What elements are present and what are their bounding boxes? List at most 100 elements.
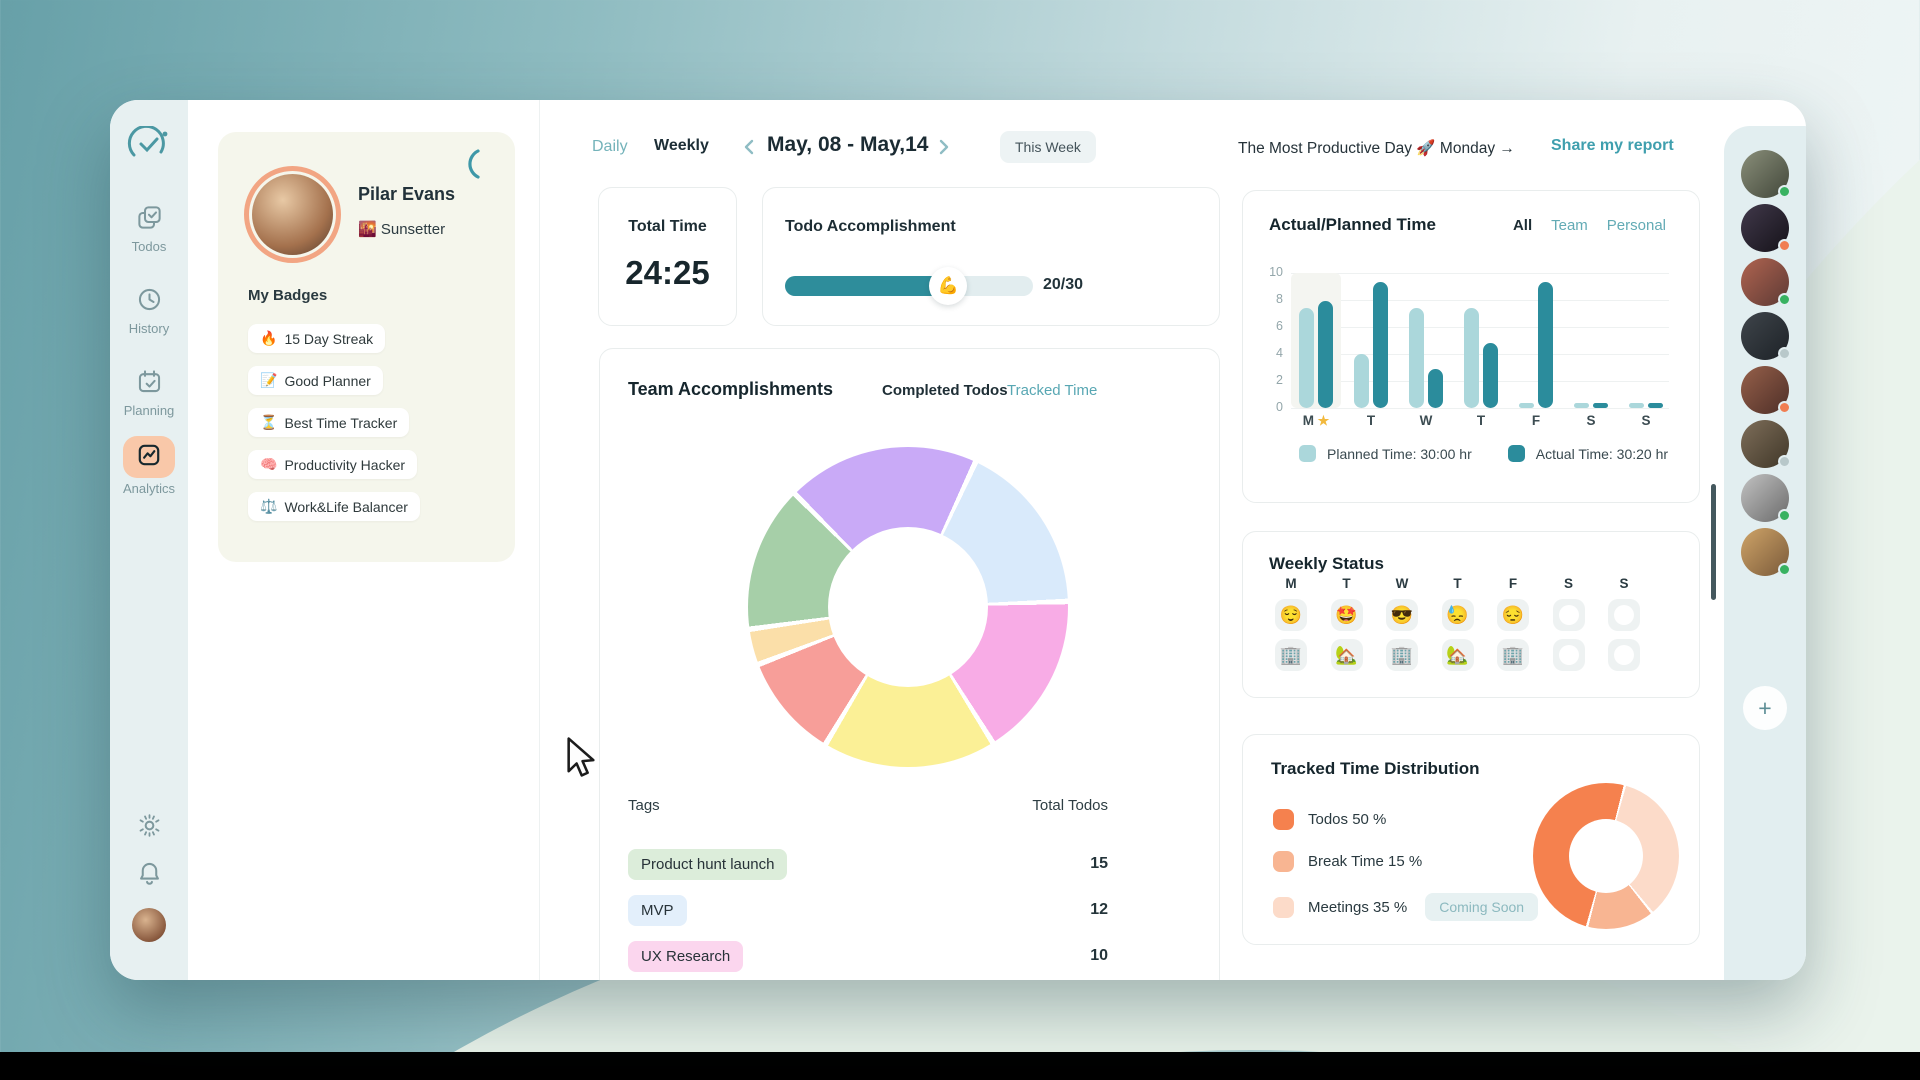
team-member-avatar[interactable] xyxy=(1741,150,1791,198)
team-member-avatar[interactable] xyxy=(1741,420,1791,468)
most-productive-day: The Most Productive Day 🚀 Monday → xyxy=(1238,140,1515,157)
avatar xyxy=(132,908,166,942)
tag-pill: Product hunt launch xyxy=(628,848,788,880)
gauge-logo-icon[interactable] xyxy=(127,124,171,165)
actual-planned-title: Actual/Planned Time xyxy=(1269,215,1436,234)
achievement-badge: 🧠 Productivity Hacker xyxy=(248,450,418,479)
gridline xyxy=(1291,381,1669,382)
badges-heading: My Badges xyxy=(248,287,328,304)
coming-soon-badge: Coming Soon xyxy=(1425,893,1539,921)
x-axis-tick: T xyxy=(1476,413,1486,428)
avatar-progress-ring xyxy=(244,166,341,263)
add-member-button[interactable]: + xyxy=(1743,686,1787,730)
actual-planned-card: Actual/Planned Time All Team Personal 0 2 4 6… xyxy=(1242,190,1700,503)
mood-emoji-tile: 😎 xyxy=(1386,599,1418,631)
scrollbar-thumb[interactable] xyxy=(1711,484,1716,600)
location-emoji-tile: 🏢 xyxy=(1497,639,1529,671)
bar-group xyxy=(1511,273,1561,408)
total-time-card: Total Time 24:25 xyxy=(598,187,737,326)
sidebar-item-label: History xyxy=(128,321,170,336)
team-member-avatar[interactable] xyxy=(1741,528,1791,576)
location-emoji-tile: 🏢 xyxy=(1386,639,1418,671)
tag-pill: UX Research xyxy=(628,940,744,972)
notifications-button[interactable] xyxy=(110,860,188,892)
star-icon: ★ xyxy=(1313,413,1330,428)
gridline xyxy=(1291,354,1669,355)
bar-group xyxy=(1456,273,1506,408)
chevron-left-icon[interactable] xyxy=(742,138,756,161)
history-icon xyxy=(136,286,163,313)
tab-completed-todos[interactable]: Completed Todos xyxy=(882,382,1008,399)
x-axis-tick: T xyxy=(1366,413,1376,428)
y-axis-tick: 4 xyxy=(1276,346,1283,360)
todo-accomplishment-label: Todo Accomplishment xyxy=(785,218,956,235)
badge-icon: ⚖️ xyxy=(260,498,278,514)
tracked-legend-item: Meetings 35 % Coming Soon xyxy=(1273,893,1539,921)
sidebar-item-history[interactable]: History xyxy=(110,286,188,336)
bar-actual xyxy=(1648,402,1663,408)
day-label: T xyxy=(1453,576,1462,591)
y-axis-tick: 2 xyxy=(1276,373,1283,387)
tab-daily[interactable]: Daily xyxy=(592,138,628,155)
crescent-moon-icon[interactable] xyxy=(462,148,484,185)
weekly-day-column: S xyxy=(1545,576,1593,671)
badge-list: 🔥 15 Day Streak 📝 Good Planner ⏳ Best Time Tr… xyxy=(248,324,420,521)
tracked-time-legend: Todos 50 % Break Time 15 % Meetings 35 % Co… xyxy=(1273,809,1539,921)
tag-total-value: 12 xyxy=(1090,901,1108,918)
total-time-label: Total Time xyxy=(628,218,707,235)
y-axis-tick: 6 xyxy=(1276,319,1283,333)
sidebar-item-label: Todos xyxy=(131,239,167,254)
app-window: Todos History Planning xyxy=(110,100,1806,980)
chevron-right-icon[interactable] xyxy=(937,138,951,161)
sunset-icon: 🌇 xyxy=(358,221,377,238)
sidebar-item-planning[interactable]: Planning xyxy=(110,368,188,418)
sidebar-item-label: Planning xyxy=(123,403,175,418)
table-row: UX Research 10 xyxy=(628,933,1108,979)
nav-user-avatar[interactable] xyxy=(110,908,188,947)
badge-icon: 🧠 xyxy=(260,456,278,472)
profile-role-badge: 🌇 Sunsetter xyxy=(358,221,446,238)
location-emoji-tile xyxy=(1608,639,1640,671)
team-member-avatar[interactable] xyxy=(1741,258,1791,306)
settings-button[interactable] xyxy=(110,812,188,844)
table-row: MVP 12 xyxy=(628,887,1108,933)
legend-label: Actual Time: 30:20 hr xyxy=(1535,445,1669,462)
badge-icon: 🔥 xyxy=(260,330,278,346)
tracked-time-card: Tracked Time Distribution Todos 50 % Brea… xyxy=(1242,734,1700,945)
tab-tracked-time[interactable]: Tracked Time xyxy=(1007,382,1098,399)
team-member-avatar[interactable] xyxy=(1741,474,1791,522)
x-axis-tick: S xyxy=(1586,413,1596,428)
arrow-right-icon: → xyxy=(1499,140,1515,157)
chart-filters: All Team Personal xyxy=(1513,217,1666,234)
tags-column-header: Tags xyxy=(628,797,660,814)
avatar[interactable] xyxy=(252,174,333,255)
planning-icon xyxy=(136,368,163,395)
x-axis-tick: W xyxy=(1419,413,1433,428)
team-member-avatar[interactable] xyxy=(1741,204,1791,252)
share-report-link[interactable]: Share my report xyxy=(1551,137,1674,154)
bell-icon xyxy=(136,862,163,891)
status-dot-away xyxy=(1778,347,1791,360)
badge-label: Best Time Tracker xyxy=(284,414,398,431)
mood-emoji-tile xyxy=(1608,599,1640,631)
weekly-status-title: Weekly Status xyxy=(1269,554,1384,573)
sidebar-item-todos[interactable]: Todos xyxy=(110,204,188,254)
team-accomplishments-card: Team Accomplishments Completed Todos Tra… xyxy=(599,348,1220,980)
todos-icon xyxy=(136,204,163,231)
badge-icon: 📝 xyxy=(260,372,278,388)
bar-actual xyxy=(1593,402,1608,408)
filter-team[interactable]: Team xyxy=(1551,217,1588,234)
filter-all[interactable]: All xyxy=(1512,217,1533,234)
total-time-value: 24:25 xyxy=(625,254,710,291)
todo-progress-bar: 💪 xyxy=(785,267,1033,305)
day-label: F xyxy=(1508,576,1518,591)
tab-weekly[interactable]: Weekly xyxy=(654,137,709,154)
bar-planned xyxy=(1629,402,1644,408)
bar-planned xyxy=(1299,308,1314,408)
team-member-avatar[interactable] xyxy=(1741,366,1791,414)
team-member-avatar[interactable] xyxy=(1741,312,1791,360)
filter-personal[interactable]: Personal xyxy=(1606,217,1666,234)
todo-accomplishment-card: Todo Accomplishment 💪 20/30 xyxy=(762,187,1220,326)
bar-group xyxy=(1346,273,1396,408)
sidebar-item-analytics[interactable]: Analytics xyxy=(110,436,188,496)
